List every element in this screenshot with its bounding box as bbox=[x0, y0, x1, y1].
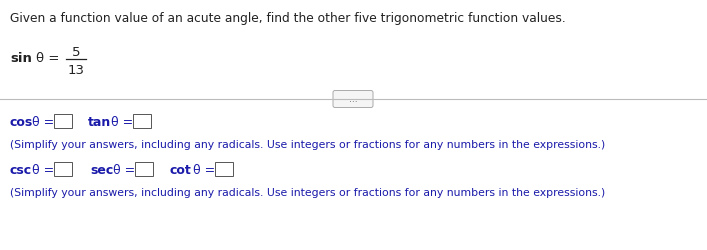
Text: csc: csc bbox=[10, 163, 32, 176]
Text: tan: tan bbox=[88, 115, 111, 128]
Text: θ =: θ = bbox=[113, 163, 135, 176]
Text: ...: ... bbox=[349, 95, 357, 104]
Text: 13: 13 bbox=[67, 63, 85, 76]
FancyBboxPatch shape bbox=[54, 114, 72, 128]
Text: Given a function value of an acute​ angle, find the other five trigonometric fun: Given a function value of an acute​ angl… bbox=[10, 12, 566, 25]
Text: 5: 5 bbox=[71, 45, 81, 58]
Text: θ =: θ = bbox=[193, 163, 215, 176]
Text: θ =: θ = bbox=[111, 115, 133, 128]
Text: (Simplify your answers, including any radicals. Use integers or fractions for an: (Simplify your answers, including any ra… bbox=[10, 140, 605, 149]
FancyBboxPatch shape bbox=[215, 162, 233, 176]
Text: θ =: θ = bbox=[36, 52, 59, 65]
Text: θ =: θ = bbox=[32, 163, 54, 176]
Text: (Simplify your answers, including any radicals. Use integers or fractions for an: (Simplify your answers, including any ra… bbox=[10, 187, 605, 197]
FancyBboxPatch shape bbox=[333, 91, 373, 108]
Text: cot: cot bbox=[170, 163, 192, 176]
FancyBboxPatch shape bbox=[54, 162, 72, 176]
Text: sec: sec bbox=[90, 163, 113, 176]
FancyBboxPatch shape bbox=[135, 162, 153, 176]
Text: cos: cos bbox=[10, 115, 33, 128]
Text: θ =: θ = bbox=[32, 115, 54, 128]
Text: sin: sin bbox=[10, 52, 32, 65]
FancyBboxPatch shape bbox=[133, 114, 151, 128]
